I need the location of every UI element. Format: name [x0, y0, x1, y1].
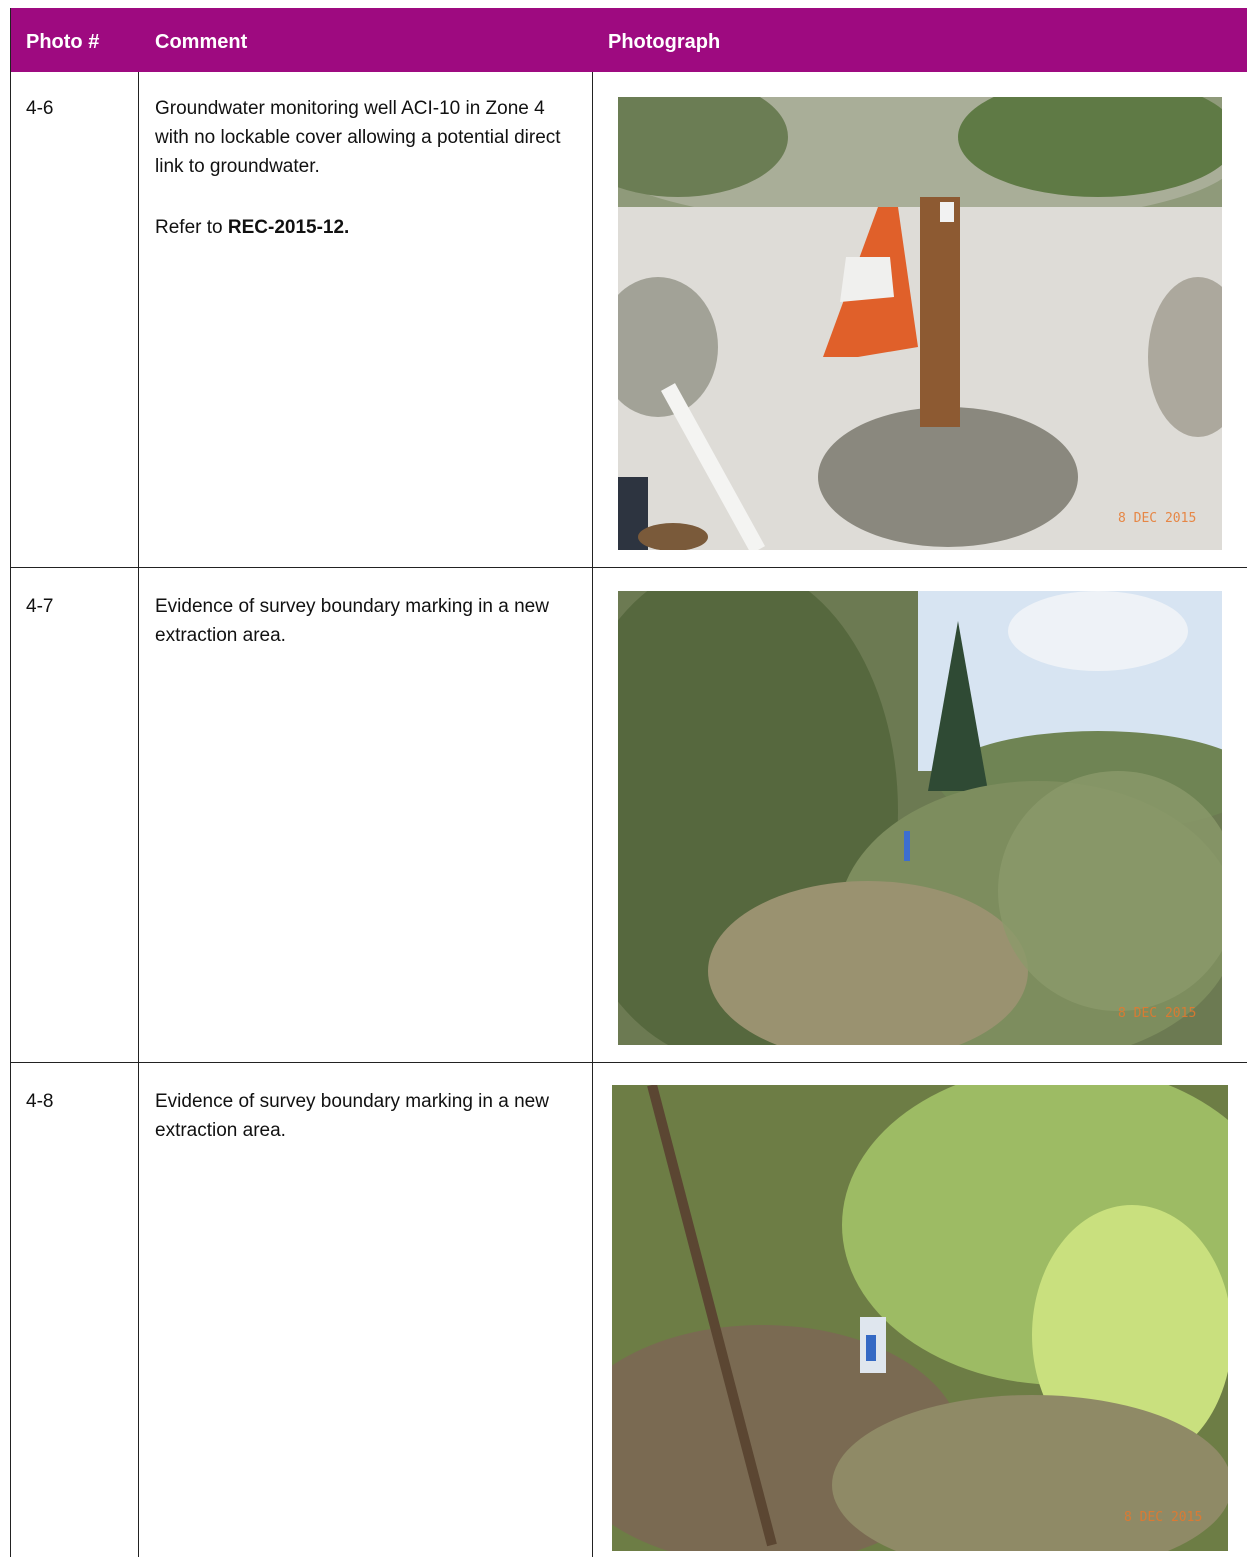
photo-number: 4-6	[26, 98, 54, 119]
border	[10, 1062, 1247, 1063]
header-cell: Photo #	[26, 31, 100, 53]
comment: Evidence of survey boundary marking in a…	[155, 596, 549, 646]
reference: Refer to REC-2015-12.	[155, 213, 349, 242]
photo	[618, 97, 1222, 550]
comment: Evidence of survey boundary marking in a…	[155, 1091, 549, 1141]
header-cell: Photograph	[608, 31, 721, 53]
border	[10, 8, 11, 1557]
border	[10, 567, 1247, 568]
reference-prefix: Refer to	[155, 217, 223, 238]
photo	[612, 1085, 1228, 1551]
comment: Groundwater monitoring well ACI-10 in Zo…	[155, 98, 561, 177]
reference-code: REC-2015-12.	[227, 217, 350, 238]
photo-date-stamp: 8 DEC 2015	[1124, 1510, 1203, 1525]
border	[592, 72, 593, 1557]
photo-number: 4-7	[26, 596, 54, 617]
border	[138, 72, 139, 1557]
header-bar	[10, 8, 1247, 72]
header-cell: Comment	[155, 31, 248, 53]
photo-number: 4-8	[26, 1091, 54, 1112]
photo	[618, 591, 1222, 1045]
photo-date-stamp: 8 DEC 2015	[1118, 1006, 1197, 1021]
photo-date-stamp: 8 DEC 2015	[1118, 511, 1197, 526]
